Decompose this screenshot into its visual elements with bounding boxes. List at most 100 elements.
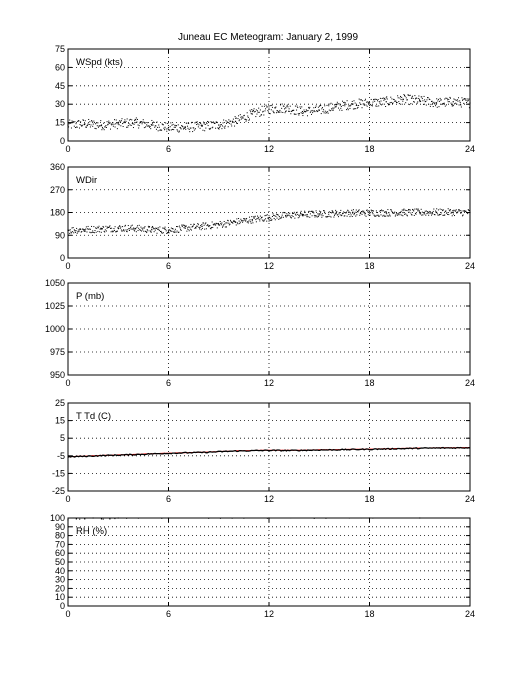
data-dot [248, 216, 250, 218]
data-dot [285, 216, 287, 218]
data-dot [321, 213, 323, 215]
data-dot [121, 230, 123, 232]
data-dot [316, 110, 318, 112]
data-dot [221, 222, 223, 224]
data-dot [310, 113, 312, 115]
data-dot [399, 214, 401, 216]
data-dot [364, 98, 366, 100]
data-dot [377, 212, 379, 214]
data-dot [261, 105, 263, 107]
data-dot [456, 103, 458, 105]
data-dot [324, 213, 326, 215]
x-tick-label: 6 [166, 609, 171, 619]
data-dot [328, 109, 330, 111]
data-dot [236, 123, 238, 125]
data-dot [258, 111, 260, 113]
data-dot [405, 210, 407, 212]
data-dot [97, 230, 99, 232]
data-dot [168, 122, 169, 124]
data-dot [169, 230, 171, 232]
data-dot [348, 105, 350, 107]
data-dot [224, 223, 226, 225]
data-dot [106, 121, 108, 123]
data-dot [217, 223, 219, 225]
data-dot [252, 222, 254, 224]
data-dot [153, 121, 155, 123]
data-dot [173, 231, 175, 233]
data-dot [234, 221, 236, 223]
data-dot [149, 125, 151, 127]
data-dot [351, 209, 353, 211]
data-dot [182, 126, 184, 128]
data-dot [198, 226, 200, 228]
x-tick-label: 18 [364, 609, 374, 619]
data-dot [382, 103, 384, 105]
data-dot [345, 103, 347, 105]
data-dot [283, 211, 285, 213]
data-dot [418, 210, 420, 212]
data-dot [365, 215, 367, 217]
data-dot [262, 220, 264, 222]
data-dot [145, 230, 147, 232]
data-dot [327, 215, 329, 217]
data-dot [436, 106, 438, 108]
y-tick-label: 80 [55, 531, 65, 541]
data-dot [323, 112, 325, 114]
data-dot [189, 127, 191, 129]
data-dot [249, 219, 251, 221]
data-dot [81, 124, 83, 126]
data-dot [468, 210, 470, 212]
data-dot [437, 100, 439, 102]
data-dot [266, 106, 268, 108]
data-dot [290, 217, 292, 219]
data-dot [219, 125, 221, 127]
data-dot [382, 210, 384, 212]
data-dot [80, 228, 82, 230]
data-dot [149, 126, 151, 128]
data-dot [331, 108, 333, 110]
data-dot [280, 217, 282, 219]
data-dot [193, 129, 195, 131]
data-dot [227, 126, 229, 128]
data-dot [375, 105, 377, 107]
data-dot [243, 219, 245, 221]
data-point [84, 518, 86, 520]
data-dot [88, 228, 90, 230]
data-dot [278, 111, 280, 113]
panel-label: P (mb) [76, 291, 104, 302]
data-dot [394, 211, 396, 213]
data-dot [160, 129, 162, 131]
data-dot [359, 213, 361, 215]
data-dot [419, 101, 421, 103]
data-point [368, 212, 371, 214]
data-dot [418, 95, 420, 97]
data-dot [319, 105, 321, 107]
data-dot [391, 211, 393, 213]
data-dot [251, 110, 253, 112]
data-dot [284, 212, 286, 214]
data-dot [107, 226, 109, 228]
data-dot [172, 228, 174, 230]
data-dot [279, 217, 281, 219]
data-dot [186, 122, 188, 124]
data-dot [147, 225, 149, 227]
data-dot [213, 122, 215, 124]
data-dot [68, 229, 70, 231]
data-dot [215, 127, 217, 129]
data-dot [421, 211, 423, 213]
data-dot [311, 109, 313, 111]
data-dot [188, 230, 190, 232]
data-dot [168, 231, 169, 233]
data-dot [414, 95, 416, 97]
data-dot [414, 208, 416, 210]
data-dot [266, 220, 268, 222]
data-dot [99, 231, 101, 233]
data-dot [453, 209, 455, 211]
data-dot [331, 109, 333, 111]
data-dot [341, 214, 343, 216]
data-dot [323, 210, 325, 212]
data-dot [265, 214, 267, 216]
data-dot [324, 110, 326, 112]
